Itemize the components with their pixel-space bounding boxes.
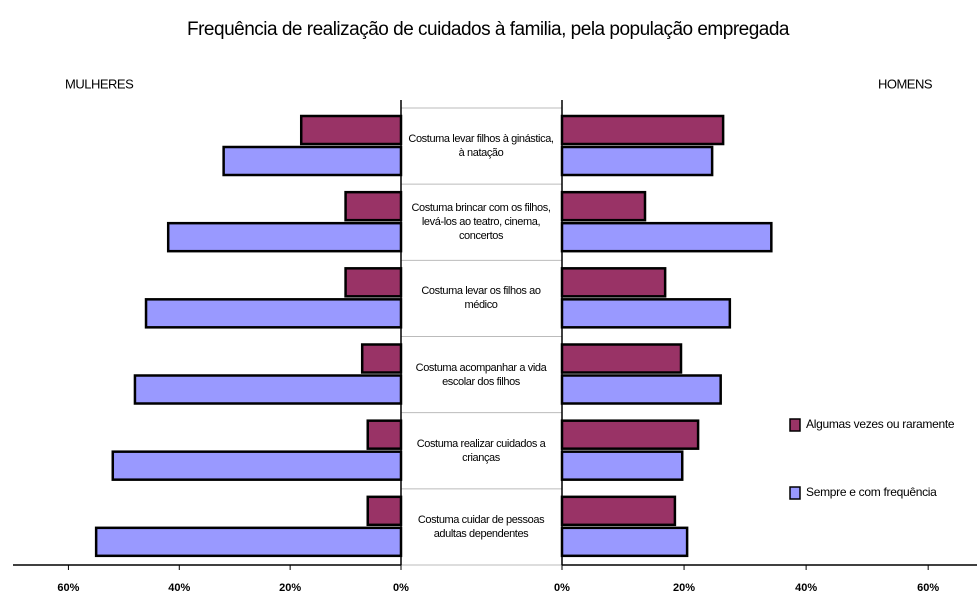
bar — [344, 190, 403, 222]
bar — [360, 343, 403, 374]
bar — [166, 221, 403, 253]
x-tick-label: 40% — [795, 582, 817, 594]
category-label: Costuma realizar cuidados a crianças — [416, 437, 546, 464]
bar — [111, 450, 403, 481]
x-tick-label: 40% — [168, 582, 190, 594]
bar — [560, 526, 689, 558]
x-tick-label: 60% — [917, 582, 939, 594]
bar — [560, 190, 647, 222]
category-label: Costuma brincar com os filhos, levá-los … — [411, 202, 551, 243]
bar — [299, 114, 403, 146]
bar — [560, 374, 722, 405]
chart-title: Frequência de realização de cuidados à f… — [187, 19, 790, 40]
legend-swatch — [789, 486, 801, 500]
x-tick-label: 20% — [673, 582, 695, 594]
x-tick-label: 20% — [279, 582, 301, 594]
bar — [94, 526, 403, 558]
bar — [560, 343, 683, 374]
bar — [560, 267, 667, 298]
category-label: Costuma levar filhos à ginástica, à nata… — [408, 133, 554, 160]
x-tick-label: 0% — [393, 582, 409, 594]
category-label: Costuma acompanhar a vida escolar dos fi… — [415, 361, 547, 388]
bar — [222, 145, 403, 177]
bar — [366, 495, 403, 527]
bar — [560, 450, 684, 481]
category-label: Costuma cuidar de pessoas adultas depend… — [417, 513, 545, 540]
legend-label: Algumas vezes ou raramente — [806, 417, 955, 431]
bar — [560, 298, 732, 329]
bar — [560, 419, 700, 450]
bar — [560, 495, 677, 527]
legend-label: Sempre e com frequência — [806, 485, 937, 499]
panel-label: HOMENS — [878, 76, 933, 91]
bar — [133, 374, 403, 405]
bar — [366, 419, 403, 450]
x-tick-label: 0% — [554, 582, 570, 594]
x-tick-label: 60% — [57, 582, 79, 594]
bar — [144, 298, 403, 329]
bar — [560, 114, 725, 146]
panel-label: MULHERES — [65, 76, 134, 91]
legend-swatch — [789, 418, 801, 432]
bar — [344, 267, 403, 298]
bar — [560, 221, 773, 253]
bar — [560, 145, 714, 177]
category-label: Costuma levar os filhos ao médico — [421, 285, 541, 312]
